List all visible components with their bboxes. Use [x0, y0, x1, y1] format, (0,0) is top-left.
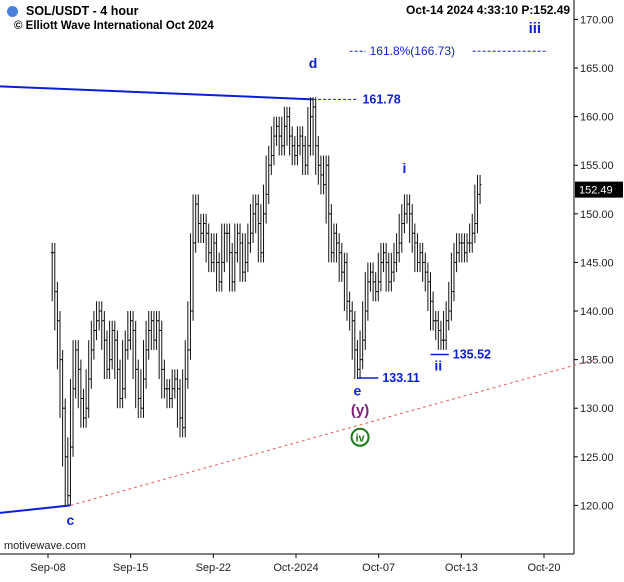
- trendlines-layer: [0, 85, 596, 514]
- price-axis-tick-label: 170.00: [580, 14, 614, 26]
- price-axis-tick-label: 140.00: [580, 306, 614, 318]
- copyright-notice: © Elliott Wave International Oct 2024: [14, 20, 214, 32]
- price-axis[interactable]: 120.00 125.00 130.00 135.00 140.00 145.00 150.…: [574, 14, 614, 512]
- wave-ii-label: ii: [434, 357, 442, 373]
- time-axis-tick-label: Oct-07: [362, 562, 395, 574]
- upper-channel-line: [0, 85, 314, 101]
- wave-iv-label-circle: [350, 427, 370, 447]
- time-axis-tick-label: Sep-22: [196, 562, 231, 574]
- level-135-52-label: 135.52: [453, 348, 491, 362]
- symbol-color-dot: [7, 6, 18, 17]
- price-axis-tick-label: 135.00: [580, 355, 614, 367]
- time-axis-tick-label: Sep-08: [30, 562, 65, 574]
- last-price-marker: 152.49: [575, 181, 623, 198]
- price-bars-layer: [50, 97, 482, 506]
- wave-iii-label: iii: [529, 20, 542, 37]
- price-axis-tick-label: 130.00: [580, 403, 614, 415]
- wave-i-label: i: [402, 160, 406, 176]
- time-axis-tick-label: Oct-13: [445, 562, 478, 574]
- price-axis-tick-label: 120.00: [580, 500, 614, 512]
- time-axis-tick-label: Oct-20: [527, 562, 560, 574]
- price-bar: [478, 174, 482, 205]
- price-axis-tick-label: 165.00: [580, 63, 614, 75]
- time-axis[interactable]: Sep-08 Sep-15 Sep-22 Oct-2024 Oct-07 Oct-13 Oc…: [30, 554, 561, 574]
- price-axis-tick-label: 160.00: [580, 112, 614, 124]
- watermark: motivewave.com: [4, 540, 86, 552]
- wave-y-label: (y): [351, 402, 369, 419]
- wave-iv-label: iv: [355, 432, 365, 444]
- level-133-11-label: 133.11: [382, 371, 420, 385]
- wave-c-label: c: [67, 512, 75, 528]
- last-price-label: 152.49: [579, 185, 613, 197]
- fib-target-label: 161.8%(166.73): [370, 44, 455, 58]
- price-status-line: Oct-14 2024 4:33:10 P:152.49: [406, 3, 571, 17]
- price-axis-tick-label: 125.00: [580, 452, 614, 464]
- support-line: [70, 359, 596, 506]
- symbol-title: SOL/USDT - 4 hour: [26, 4, 139, 18]
- levels-layer: 161.78 133.11 135.52 161.8%(166.73): [313, 44, 548, 385]
- price-axis-tick-label: 145.00: [580, 257, 614, 269]
- time-axis-tick-label: Sep-15: [113, 562, 148, 574]
- level-161-78-label: 161.78: [362, 92, 400, 106]
- time-axis-tick-label: Oct-2024: [273, 562, 318, 574]
- last-price-box: [575, 181, 623, 198]
- wave-e-label: e: [354, 383, 362, 399]
- price-axis-tick-label: 150.00: [580, 209, 614, 221]
- lower-channel-line: [0, 504, 71, 514]
- price-axis-tick-label: 155.00: [580, 160, 614, 172]
- wave-d-label: d: [309, 55, 318, 71]
